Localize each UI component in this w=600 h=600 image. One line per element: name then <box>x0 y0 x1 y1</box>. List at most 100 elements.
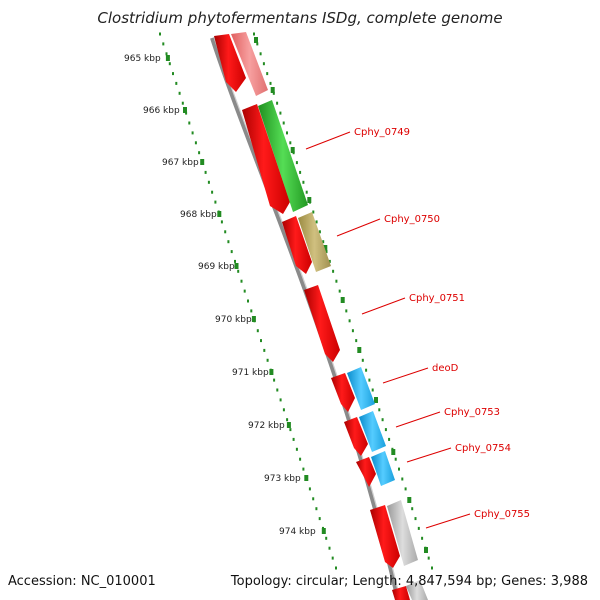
ruler-dot <box>266 72 269 76</box>
guide-tick <box>290 147 295 153</box>
gene-feature-grey[interactable] <box>387 500 418 566</box>
ruler-dot <box>259 52 262 56</box>
ruler-dot <box>299 170 302 174</box>
ruler-dot <box>345 309 348 313</box>
ruler-dot <box>315 507 318 511</box>
ruler-dot <box>427 556 430 560</box>
ruler-dot <box>273 378 276 382</box>
ruler-dot <box>279 111 282 115</box>
ruler-dot <box>207 180 210 184</box>
scale-major-ticks <box>165 55 326 534</box>
gene-label[interactable]: deoD <box>432 363 459 374</box>
ruler-dot <box>365 368 368 372</box>
ruler-dot <box>305 190 308 194</box>
gene-arrow[interactable] <box>214 34 246 92</box>
guide-tick <box>357 347 362 353</box>
ruler-dot <box>289 141 292 145</box>
ruler-dot <box>325 250 328 254</box>
scale-label: 970 kbp <box>215 315 252 325</box>
ruler-major-tick <box>234 263 239 269</box>
ruler-dot <box>282 408 285 412</box>
ruler-dot <box>237 269 240 273</box>
scale-ruler <box>159 32 337 570</box>
gene-arrow[interactable] <box>331 373 355 412</box>
scale-label: 966 kbp <box>143 106 180 116</box>
ruler-dot <box>431 566 433 570</box>
ruler-dot <box>421 536 424 540</box>
ruler-dot <box>172 72 174 76</box>
gene-label[interactable]: Cphy_0750 <box>384 214 440 225</box>
ruler-dot <box>378 408 381 412</box>
gene-label-group: Cphy_0749 Cphy_0750 Cphy_0751 deoD Cphy_… <box>305 127 530 529</box>
guide-tick <box>424 547 428 553</box>
genome-backbone <box>210 37 400 600</box>
gene-feature-cyan[interactable] <box>359 411 386 452</box>
ruler-dot <box>224 230 227 234</box>
ruler-dot <box>289 428 292 432</box>
gene-label[interactable]: Cphy_0753 <box>444 407 500 418</box>
ruler-dot <box>256 42 259 46</box>
gene-feature-olive[interactable] <box>298 212 331 272</box>
gene-feature-grey[interactable] <box>406 580 428 600</box>
ruler-dot <box>394 457 397 461</box>
ruler-dot <box>325 536 328 540</box>
gene-feature-cyan[interactable] <box>347 367 375 410</box>
ruler-dot <box>368 378 371 382</box>
rna-feature[interactable] <box>231 32 268 96</box>
ruler-dot <box>253 32 255 36</box>
gene-label[interactable]: Cphy_0754 <box>455 443 511 454</box>
ruler-dot <box>335 566 337 570</box>
ruler-dot <box>227 240 230 244</box>
ruler-dot <box>185 111 188 115</box>
guide-tick <box>270 87 275 93</box>
ruler-major-tick <box>183 107 187 113</box>
ruler-dot <box>361 358 364 362</box>
gene-arrow[interactable] <box>282 216 312 274</box>
ruler-dot <box>230 250 233 254</box>
ruler-dot <box>269 81 272 85</box>
ruler-dot <box>388 437 391 441</box>
ruler-dot <box>220 220 223 224</box>
ruler-dot <box>318 517 321 521</box>
gene-arrow[interactable] <box>242 104 290 214</box>
gene-features <box>214 32 428 600</box>
gene-arrow[interactable] <box>392 586 410 600</box>
ruler-dot <box>312 210 315 214</box>
gene-arrow[interactable] <box>370 505 400 568</box>
ruler-dot <box>263 348 266 352</box>
ruler-dot <box>414 517 417 521</box>
ruler-dot <box>371 388 374 392</box>
ruler-dot <box>295 447 298 451</box>
ruler-major-tick <box>251 316 256 322</box>
ruler-dot <box>168 62 171 66</box>
ruler-dot <box>188 121 191 125</box>
gene-arrow[interactable] <box>304 285 340 362</box>
gene-arrow[interactable] <box>344 417 368 456</box>
ruler-dot <box>312 497 315 501</box>
ruler-dot <box>159 32 161 36</box>
ruler-major-tick <box>165 55 170 61</box>
ruler-dot <box>194 141 197 145</box>
guide-tick <box>323 245 328 251</box>
gene-label[interactable]: Cphy_0755 <box>474 509 530 520</box>
ruler-dot <box>211 190 214 194</box>
scale-label: 974 kbp <box>279 527 316 537</box>
gene-label[interactable]: Cphy_0751 <box>409 293 465 304</box>
ruler-dot <box>398 467 400 471</box>
guide-tick <box>307 197 312 203</box>
ruler-major-tick <box>200 159 205 165</box>
ruler-dot <box>162 42 165 46</box>
gene-arrow[interactable] <box>356 457 376 487</box>
guide-tick <box>391 449 396 455</box>
ruler-dot <box>214 200 217 204</box>
scale-label: 973 kbp <box>264 474 301 484</box>
ruler-dot <box>260 339 262 343</box>
ruler-dot <box>322 240 325 244</box>
gene-label[interactable]: Cphy_0749 <box>354 127 410 138</box>
ruler-dot <box>165 52 168 56</box>
gene-feature-green[interactable] <box>258 100 308 212</box>
gene-feature-cyan[interactable] <box>371 451 395 486</box>
ruler-dot <box>266 358 269 362</box>
ruler-dot <box>328 546 331 550</box>
